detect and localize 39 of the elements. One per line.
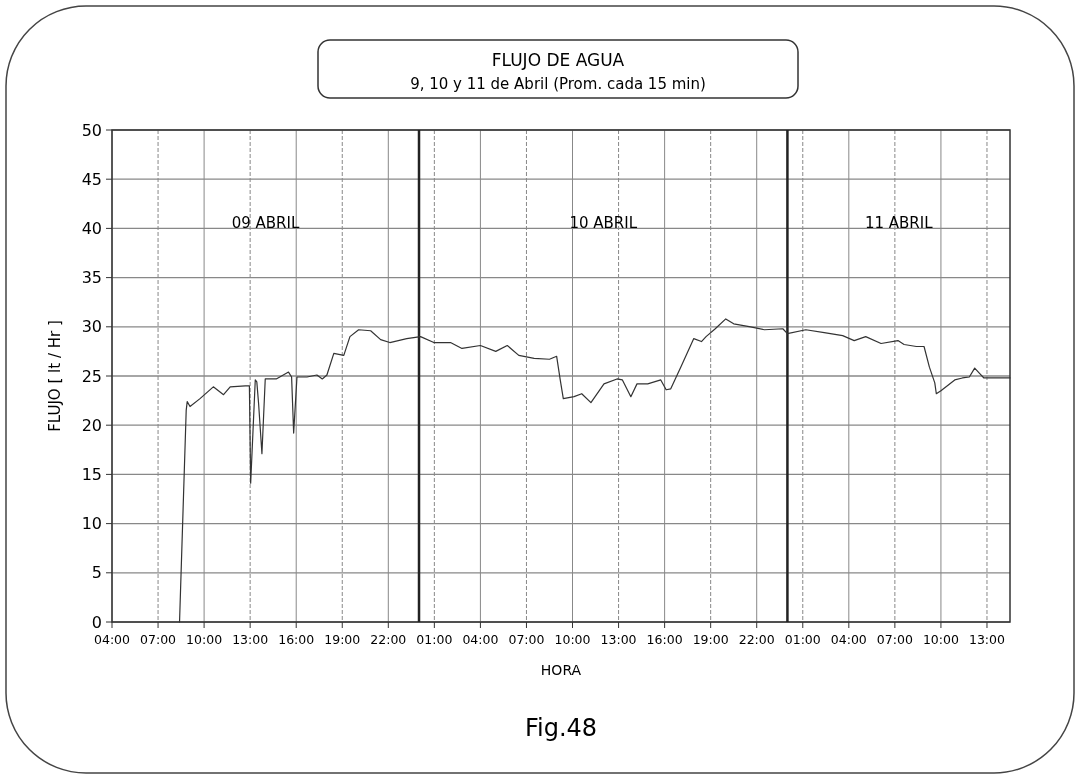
x-tick-label: 04:00 xyxy=(93,632,131,647)
x-tick-label: 19:00 xyxy=(324,632,361,647)
y-tick-label: 20 xyxy=(81,415,102,435)
x-tick-label: 04:00 xyxy=(830,632,867,647)
x-tick-label: 10:00 xyxy=(186,632,223,647)
y-tick-label: 0 xyxy=(91,612,102,632)
x-tick-label: 22:00 xyxy=(370,632,407,647)
x-tick-label: 04:00 xyxy=(462,632,499,647)
caption: Fig.48 xyxy=(524,714,598,742)
annotation: 09 ABRIL xyxy=(231,214,300,233)
x-tick-label: 16:00 xyxy=(278,632,315,647)
annotation: 11 ABRIL xyxy=(864,214,934,233)
y-tick-label: 25 xyxy=(81,366,102,386)
y-tick-label: 5 xyxy=(91,563,102,583)
y-tick-label: 15 xyxy=(81,465,102,484)
x-tick-label: 07:00 xyxy=(508,632,545,647)
x-tick-label: 19:00 xyxy=(692,632,729,647)
x-axis-title: HORA xyxy=(540,662,582,678)
x-tick-label: 13:00 xyxy=(968,632,1006,647)
x-tick-label: 16:00 xyxy=(646,632,683,647)
y-tick-label: 10 xyxy=(81,514,102,534)
annotation: 10 ABRIL xyxy=(569,214,638,233)
x-tick-label: 13:00 xyxy=(600,632,637,647)
y-tick-label: 35 xyxy=(81,268,102,288)
y-tick-label: 30 xyxy=(81,317,102,337)
chart-title: FLUJO DE AGUA xyxy=(491,50,625,70)
y-axis-title: FLUJO [ lt / Hr ] xyxy=(46,320,64,432)
x-tick-label: 13:00 xyxy=(232,632,269,647)
x-tick-label: 01:00 xyxy=(784,632,821,647)
x-tick-label: 10:00 xyxy=(554,632,591,647)
y-tick-label: 45 xyxy=(81,169,102,189)
x-tick-label: 07:00 xyxy=(876,632,913,647)
x-tick-label: 01:00 xyxy=(416,632,453,647)
x-tick-label: 10:00 xyxy=(922,632,959,647)
x-tick-label: 22:00 xyxy=(738,632,775,647)
chart-subtitle: 9, 10 y 11 de Abril (Prom. cada 15 min) xyxy=(410,75,706,93)
y-tick-label: 50 xyxy=(81,120,102,140)
y-tick-label: 40 xyxy=(81,219,102,238)
x-tick-label: 07:00 xyxy=(140,632,177,647)
